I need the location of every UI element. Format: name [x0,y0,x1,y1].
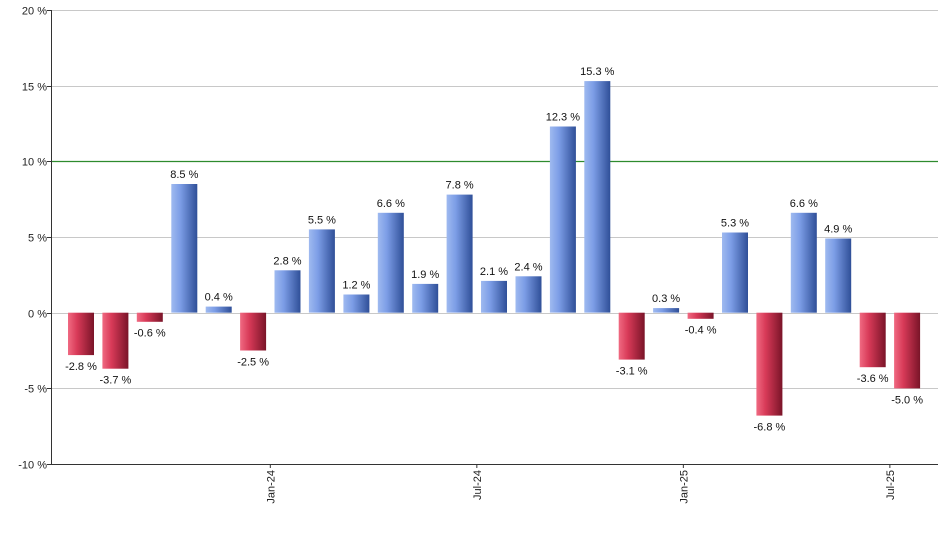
data-label: 0.4 % [205,292,233,304]
data-label: 2.1 % [480,266,508,278]
bar [722,232,748,313]
y-tick-label: 5 % [28,233,47,245]
data-label: 7.8 % [446,180,474,192]
data-label: 2.4 % [514,261,542,273]
data-label: 1.9 % [411,269,439,281]
x-tick-label: Jan-25 [678,470,690,504]
bar [894,312,921,389]
bars [68,81,921,416]
data-label: 6.6 % [790,198,818,210]
x-tick-label: Jan-24 [265,470,277,504]
bar [515,276,542,313]
bar [274,270,301,313]
data-label: -0.6 % [134,328,166,340]
bar [377,212,404,313]
bar [618,312,645,360]
y-tick-label: -10 % [18,460,47,472]
data-label: 8.5 % [170,169,198,181]
bar [687,312,714,319]
bar [68,312,94,356]
bar [171,184,198,313]
y-tick-label: 15 % [22,82,47,94]
data-label: 6.6 % [377,198,405,210]
data-label: -3.6 % [857,373,889,385]
data-label: -5.0 % [891,394,923,406]
data-label: -0.4 % [685,325,717,337]
data-label: 0.3 % [652,293,680,305]
bar [136,312,163,322]
bar [859,312,886,368]
bar [549,126,576,313]
data-label: 4.9 % [824,224,852,236]
bar [102,312,129,369]
bar [412,283,439,313]
bar [308,229,335,313]
y-tick-label: 20 % [22,6,47,18]
data-label: -2.8 % [65,361,97,373]
y-tick-label: 10 % [22,157,47,169]
bar [756,312,783,416]
bar [240,312,267,351]
x-tick-label: Jul-25 [885,470,897,500]
data-label: -6.8 % [754,422,786,434]
bar [790,212,817,313]
x-tick-label: Jul-24 [472,470,484,500]
bar [446,194,473,313]
bar [653,308,680,313]
data-label: 5.3 % [721,218,749,230]
data-labels: -2.8 %-3.7 % -0.6 % 8.5 % 0.4 % -2.5 % 2.8 % 5… [65,66,923,434]
data-label: 15.3 % [580,66,614,78]
data-label: 5.5 % [308,214,336,226]
bar [584,81,611,313]
y-tick-label: 0 % [28,309,47,321]
bar [343,294,370,313]
bar [481,280,507,313]
data-label: -3.1 % [616,366,648,378]
axes: -10 % -5 % 0 % 5 % 10 % 15 % 20 % Jan-24 Jul-24 J… [18,6,938,504]
y-tick-label: -5 % [24,384,47,396]
data-label: -3.7 % [100,375,132,387]
data-label: 1.2 % [342,280,370,292]
bar [825,238,852,313]
data-label: 2.8 % [273,255,301,267]
data-label: -2.5 % [237,357,269,369]
bar [205,306,232,313]
data-label: 12.3 % [546,112,580,124]
